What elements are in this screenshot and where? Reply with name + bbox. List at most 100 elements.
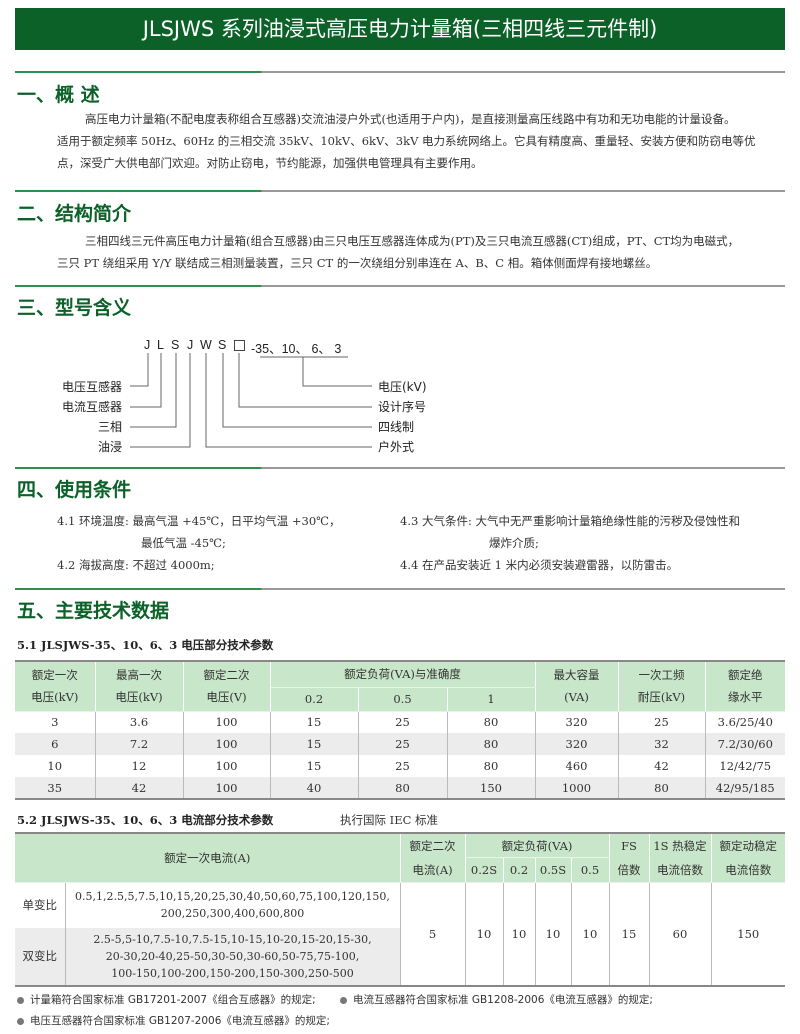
cell: 150 <box>710 882 785 986</box>
header-cell: 额定绝 缘水平 <box>704 661 785 712</box>
section-heading-overview: 一、概 述 <box>17 84 100 106</box>
table-row: 6 7.2 100 15 25 80 320 32 7.2/30/60 <box>15 733 785 755</box>
cell: 0.5,1,2.5,5,7.5,10,15,20,25,30,40,50,60,… <box>64 882 401 928</box>
code-letter: J <box>144 338 151 352</box>
table-row: 35 42 100 40 80 150 1000 80 42/95/185 <box>15 777 785 799</box>
cell: 80 <box>446 711 536 733</box>
header-cell: 最大容量 (VA) <box>534 661 619 712</box>
cell: 5 <box>399 882 466 986</box>
header-cell: 0.2 <box>502 857 536 883</box>
header-cell: 1S 热稳定 电流倍数 <box>648 833 712 883</box>
table2-caption: 5.2 JLSJWS-35、10、6、3 电流部分技术参数 <box>17 813 274 827</box>
divider <box>15 190 785 192</box>
structure-line: 三只 PT 绕组采用 Y/Y 联结成三相测量装置，三只 CT 的一次绕组分别串连… <box>57 256 658 270</box>
current-params-table: 额定一次电流(A) 额定二次 电流(A) 额定负荷(VA) FS 倍数 1S 热… <box>15 832 785 987</box>
code-letter: S <box>171 338 180 352</box>
cell: 150 <box>446 777 536 799</box>
header-cell: 0.5 <box>357 687 448 712</box>
table-row: 10 12 100 15 25 80 460 42 12/42/75 <box>15 755 785 777</box>
divider <box>15 71 785 73</box>
note-text: 电压互感器符合国家标准 GB1207-2006《电流互感器》的规定; <box>30 1015 330 1027</box>
code-letter: J <box>187 338 194 352</box>
cell: 10 <box>534 882 572 986</box>
overview-line: 适用于额定频率 50Hz、60Hz 的三相交流 35kV、10kV、6kV、3k… <box>57 134 756 148</box>
code-letter: L <box>157 338 164 352</box>
header-cell: 0.2 <box>270 687 359 712</box>
cell: 3.6/25/40 <box>704 711 785 733</box>
cell: 10 <box>570 882 610 986</box>
cell: 3.6 <box>94 711 184 733</box>
code-letter: S <box>218 338 227 352</box>
note: 计量箱符合国家标准 GB17201-2007《组合互感器》的规定; <box>17 992 316 1007</box>
header-cell: 额定一次 电压(kV) <box>15 661 96 712</box>
structure-text: 三相四线三元件高压电力计量箱(组合互感器)由三只电压互感器连体成为(PT)及三只… <box>57 230 787 274</box>
header-cell: 额定负荷(VA)与准确度 <box>269 661 536 688</box>
header-cell: 0.5S <box>534 857 572 883</box>
cell: 80 <box>446 755 536 777</box>
overview-text: 高压电力计量箱(不配电度表称组合互感器)交流油浸户外式(也适用于户内)，是直接测… <box>57 108 787 174</box>
voltage-params-table: 额定一次 电压(kV) 最高一次 电压(kV) 额定二次 电压(V) 额定负荷(… <box>15 660 785 800</box>
section-heading-tech-data: 五、主要技术数据 <box>17 600 170 622</box>
header-cell: 一次工频 耐压(kV) <box>617 661 706 712</box>
cell: 35 <box>15 777 96 799</box>
cell: 15 <box>608 882 650 986</box>
cell: 32 <box>617 733 706 755</box>
divider <box>15 467 785 469</box>
cell: 80 <box>357 777 448 799</box>
note: 电流互感器符合国家标准 GB1208-2006《电流互感器》的规定; <box>340 992 653 1007</box>
cell: 42 <box>617 755 706 777</box>
cell: 1000 <box>534 777 619 799</box>
cell: 42/95/185 <box>704 777 785 799</box>
cell: 320 <box>534 711 619 733</box>
cell: 100 <box>182 733 271 755</box>
cell: 15 <box>269 711 359 733</box>
standard-note: 执行国际 IEC 标准 <box>340 813 439 827</box>
row-label: 单变比 <box>15 882 66 928</box>
condition-4-3-cont: 爆炸介质; <box>489 536 539 550</box>
label-four-wire: 四线制 <box>378 420 415 434</box>
divider <box>15 588 785 590</box>
cell: 15 <box>269 733 359 755</box>
cell: 10 <box>502 882 536 986</box>
note-text: 计量箱符合国家标准 GB17201-2007《组合互感器》的规定; <box>30 994 316 1006</box>
header-cell: 额定动稳定 电流倍数 <box>710 833 785 883</box>
cell: 42 <box>94 777 184 799</box>
divider <box>15 285 785 287</box>
code-suffix: -35、10、 6、 3 <box>251 342 342 356</box>
cell: 40 <box>269 777 359 799</box>
header-cell: 1 <box>446 687 535 712</box>
cell: 3 <box>15 711 96 733</box>
cell: 12 <box>94 755 184 777</box>
cell: 25 <box>357 733 448 755</box>
table-row: 3 3.6 100 15 25 80 320 25 3.6/25/40 <box>15 711 785 733</box>
header-cell: FS 倍数 <box>608 833 650 883</box>
cell: 25 <box>357 755 448 777</box>
cell: 12/42/75 <box>704 755 785 777</box>
header-cell: 0.2S <box>465 857 504 883</box>
label-oil-immersed: 油浸 <box>98 440 123 454</box>
bullet-icon <box>17 1017 24 1025</box>
overview-line: 高压电力计量箱(不配电度表称组合互感器)交流油浸户外式(也适用于户内)，是直接测… <box>85 112 736 126</box>
bullet-icon <box>340 996 347 1004</box>
cell: 80 <box>446 733 536 755</box>
header-cell: 额定二次 电压(V) <box>182 661 271 712</box>
cell: 60 <box>648 882 712 986</box>
structure-line: 三相四线三元件高压电力计量箱(组合互感器)由三只电压互感器连体成为(PT)及三只… <box>85 234 740 248</box>
label-current-transformer: 电流互感器 <box>62 400 123 414</box>
design-serial-box <box>234 340 245 351</box>
header-cell: 最高一次 电压(kV) <box>94 661 184 712</box>
label-design-serial: 设计序号 <box>378 400 427 414</box>
header-cell: 额定一次电流(A) <box>15 833 401 883</box>
section-heading-model: 三、型号含义 <box>17 297 132 319</box>
cell: 6 <box>15 733 96 755</box>
cell: 80 <box>617 777 706 799</box>
condition-4-1-cont: 最低气温 -45℃; <box>141 536 226 550</box>
table-row: 单变比 0.5,1,2.5,5,7.5,10,15,20,25,30,40,50… <box>15 882 785 986</box>
header-cell: 额定二次 电流(A) <box>399 833 466 883</box>
condition-4-2: 4.2 海拔高度: 不超过 4000m; <box>57 558 215 572</box>
cell: 2.5-5,5-10,7.5-10,7.5-15,10-15,10-20,15-… <box>64 927 400 986</box>
note-text: 电流互感器符合国家标准 GB1208-2006《电流互感器》的规定; <box>353 994 653 1006</box>
cell: 460 <box>534 755 619 777</box>
section-heading-conditions: 四、使用条件 <box>17 479 132 501</box>
label-outdoor: 户外式 <box>378 440 415 454</box>
